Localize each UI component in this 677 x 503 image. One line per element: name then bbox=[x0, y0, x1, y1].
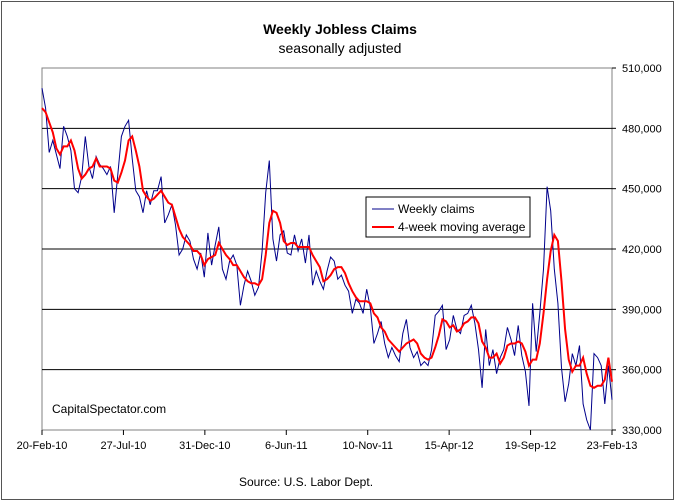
x-tick-label: 10-Nov-11 bbox=[342, 440, 393, 452]
y-tick-label: 510,000 bbox=[622, 63, 662, 75]
y-tick-label: 330,000 bbox=[622, 425, 662, 437]
x-tick-label: 6-Jun-11 bbox=[265, 440, 308, 452]
x-tick-label: 27-Jul-10 bbox=[100, 440, 146, 452]
chart-subtitle: seasonally adjusted bbox=[279, 40, 402, 56]
y-tick-label: 420,000 bbox=[622, 244, 662, 256]
y-tick-label: 480,000 bbox=[622, 123, 662, 135]
y-tick-label: 390,000 bbox=[622, 304, 662, 316]
x-tick-label: 31-Dec-10 bbox=[179, 440, 230, 452]
x-tick-label: 15-Apr-12 bbox=[425, 440, 474, 452]
y-tick-label: 450,000 bbox=[622, 184, 662, 196]
series-weekly-claims bbox=[41, 88, 613, 431]
watermark-text: CapitalSpectator.com bbox=[52, 402, 166, 416]
legend: Weekly claims 4-week moving average bbox=[365, 196, 531, 238]
x-tick-label: 20-Feb-10 bbox=[17, 440, 68, 452]
chart-title: Weekly Jobless Claims bbox=[263, 21, 417, 37]
legend-label-weekly: Weekly claims bbox=[398, 202, 474, 216]
series-4-week-moving-average bbox=[41, 107, 613, 389]
source-note: Source: U.S. Labor Dept. bbox=[239, 475, 373, 489]
y-axis-ticks: 510,000 480,000 450,000 420,000 390,000 360,0… bbox=[612, 63, 662, 437]
legend-box bbox=[365, 196, 531, 238]
x-tick-label: 23-Feb-13 bbox=[587, 440, 638, 452]
x-tick-label: 19-Sep-12 bbox=[505, 440, 556, 452]
legend-label-moving-average: 4-week moving average bbox=[398, 220, 526, 234]
grid-lines bbox=[42, 127, 612, 371]
x-axis-ticks: 20-Feb-10 27-Jul-10 31-Dec-10 6-Jun-11 10-No… bbox=[17, 430, 638, 452]
y-tick-label: 360,000 bbox=[622, 365, 662, 377]
